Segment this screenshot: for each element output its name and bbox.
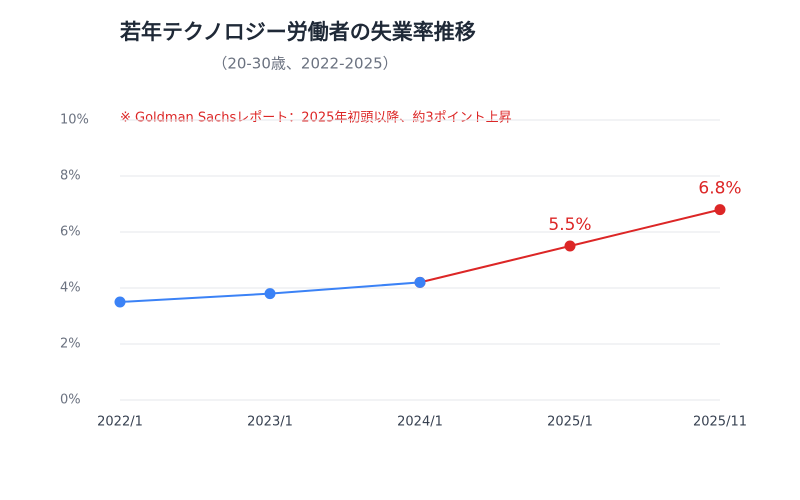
y-tick-label: 8% <box>60 169 81 184</box>
x-tick-label: 2022/1 <box>97 415 143 430</box>
y-tick-label: 4% <box>60 281 81 296</box>
data-point <box>264 288 276 300</box>
data-label: 5.5% <box>548 215 591 235</box>
x-tick-label: 2024/1 <box>397 415 443 430</box>
data-point <box>414 276 426 288</box>
data-label: 6.8% <box>698 179 741 199</box>
annotation: ※ Goldman Sachsレポート：2025年初頭以降、約3ポイント上昇 <box>120 111 512 126</box>
x-tick-label: 2023/1 <box>247 415 293 430</box>
y-tick-label: 0% <box>60 393 81 408</box>
data-point <box>714 204 726 216</box>
y-tick-label: 6% <box>60 225 81 240</box>
y-tick-label: 2% <box>60 337 81 352</box>
data-point <box>564 240 576 252</box>
x-tick-label: 2025/11 <box>693 415 747 430</box>
y-tick-label: 10% <box>60 113 89 128</box>
chart-title: 若年テクノロジー労働者の失業率推移 <box>119 20 476 44</box>
x-tick-label: 2025/1 <box>547 415 593 430</box>
chart-subtitle: （20-30歳、2022-2025） <box>212 55 397 73</box>
data-point <box>114 296 126 308</box>
